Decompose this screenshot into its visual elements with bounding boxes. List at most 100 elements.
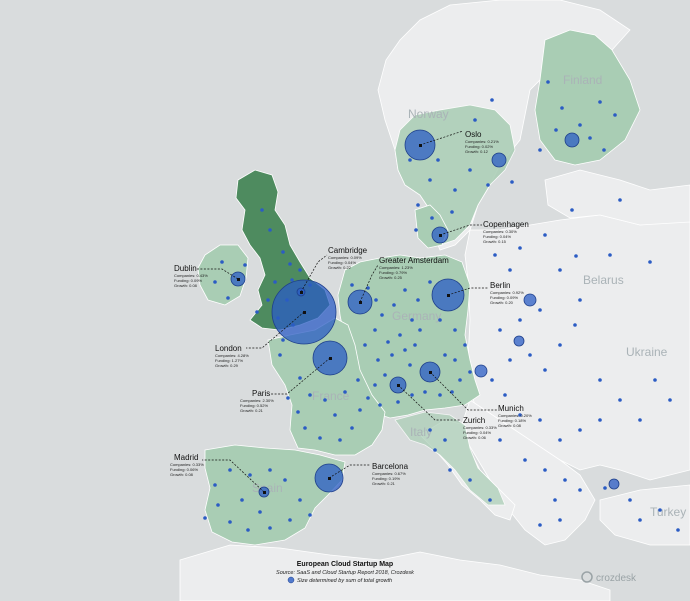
svg-text:Growth: 0.25: Growth: 0.25	[379, 275, 403, 280]
baltic-land	[544, 169, 690, 226]
bubble-stockholm[interactable]	[491, 152, 507, 168]
city-dot	[226, 296, 230, 300]
svg-text:Funding: 0.19%: Funding: 0.19%	[372, 476, 400, 481]
city-dot	[380, 313, 384, 317]
country-labels: Finland Norway Belarus Ukraine Germany F…	[252, 73, 686, 519]
svg-text:Growth: 0.12: Growth: 0.12	[465, 149, 489, 154]
city-label-berlin: Berlin Companies: 0.92% Funding: 0.09% G…	[490, 281, 524, 305]
city-dot	[398, 333, 402, 337]
city-dot	[508, 268, 512, 272]
city-dot	[408, 158, 412, 162]
city-dot	[558, 438, 562, 442]
city-dot	[538, 418, 542, 422]
city-dot	[410, 318, 414, 322]
city-dot	[386, 340, 390, 344]
balkans-land	[459, 399, 596, 546]
city-dot	[408, 363, 412, 367]
city-dot	[290, 278, 294, 282]
city-dot	[618, 198, 622, 202]
city-dot	[468, 478, 472, 482]
city-dot	[463, 343, 467, 347]
svg-text:Companies: 2.30%: Companies: 2.30%	[240, 398, 274, 403]
city-dot	[453, 188, 457, 192]
city-dot	[246, 528, 250, 532]
city-dot	[281, 338, 285, 342]
city-dot	[366, 396, 370, 400]
city-name-london: London	[215, 344, 242, 353]
city-dot	[450, 210, 454, 214]
city-dot	[266, 298, 270, 302]
country-label-germany: Germany	[392, 309, 441, 323]
city-dot	[323, 398, 327, 402]
city-dot	[298, 376, 302, 380]
bubble-istanbul[interactable]	[608, 478, 620, 490]
city-dot	[403, 348, 407, 352]
city-dot	[416, 298, 420, 302]
bubble-helsinki[interactable]	[564, 132, 580, 148]
caption-legend: Size determined by sum of total growth	[297, 578, 392, 584]
city-dot	[303, 426, 307, 430]
city-dot	[563, 478, 567, 482]
city-dot	[658, 508, 662, 512]
city-name-zurich: Zurich	[463, 416, 485, 425]
svg-text:Funding: 0.02%: Funding: 0.02%	[465, 144, 493, 149]
city-dot	[228, 520, 232, 524]
city-name-madrid: Madrid	[174, 453, 198, 462]
city-dot	[298, 498, 302, 502]
bubble-prague[interactable]	[474, 364, 488, 378]
city-dot	[430, 216, 434, 220]
city-dot	[268, 228, 272, 232]
small-city-dots	[203, 80, 680, 532]
city-dot	[213, 483, 217, 487]
city-dot	[546, 80, 550, 84]
city-dot	[286, 396, 290, 400]
city-label-london: London Companies: 4.28% Funding: 1.27% G…	[215, 344, 249, 368]
svg-text:Companies: 0.33%: Companies: 0.33%	[463, 425, 497, 430]
city-dot	[450, 390, 454, 394]
city-dot	[378, 403, 382, 407]
bubble-warsaw[interactable]	[523, 293, 537, 307]
city-dot	[350, 426, 354, 430]
svg-text:Companies: 0.33%: Companies: 0.33%	[170, 462, 204, 467]
city-dot	[448, 468, 452, 472]
svg-text:Funding: 0.09%: Funding: 0.09%	[490, 295, 518, 300]
city-dot	[338, 438, 342, 442]
city-dot	[668, 398, 672, 402]
svg-text:Companies: 0.30%: Companies: 0.30%	[483, 229, 517, 234]
city-dot	[453, 328, 457, 332]
city-dot	[333, 413, 337, 417]
ireland-region	[197, 244, 249, 306]
svg-text:Growth: 0.21: Growth: 0.21	[372, 481, 396, 486]
svg-text:Funding: 1.27%: Funding: 1.27%	[215, 358, 243, 363]
city-dot	[288, 518, 292, 522]
city-dot	[343, 390, 347, 394]
city-dot	[308, 393, 312, 397]
city-dot	[373, 328, 377, 332]
svg-text:Growth: 0.20: Growth: 0.20	[490, 300, 514, 305]
city-dot	[493, 253, 497, 257]
city-dot	[428, 428, 432, 432]
country-label-turkey: Turkey	[650, 505, 686, 519]
city-label-zurich: Zurich Companies: 0.33% Funding: 0.04% G…	[463, 416, 497, 440]
svg-text:Funding: 0.52%: Funding: 0.52%	[240, 403, 268, 408]
city-dot	[486, 183, 490, 187]
city-dot	[578, 488, 582, 492]
italy-region	[394, 411, 506, 506]
city-name-paris: Paris	[252, 389, 270, 398]
city-dot	[213, 280, 217, 284]
city-markers	[237, 144, 450, 494]
city-name-barcelona: Barcelona	[372, 462, 409, 471]
city-dot	[248, 473, 252, 477]
city-dot	[433, 448, 437, 452]
crozdesk-logo: crozdesk	[581, 571, 637, 584]
france-region	[267, 317, 386, 456]
city-dot	[488, 498, 492, 502]
city-dot	[350, 283, 354, 287]
city-dot	[574, 254, 578, 258]
city-dot	[228, 468, 232, 472]
city-dot	[468, 370, 472, 374]
bubble-vienna[interactable]	[513, 335, 525, 347]
city-dot	[602, 148, 606, 152]
finland-region	[534, 29, 641, 166]
